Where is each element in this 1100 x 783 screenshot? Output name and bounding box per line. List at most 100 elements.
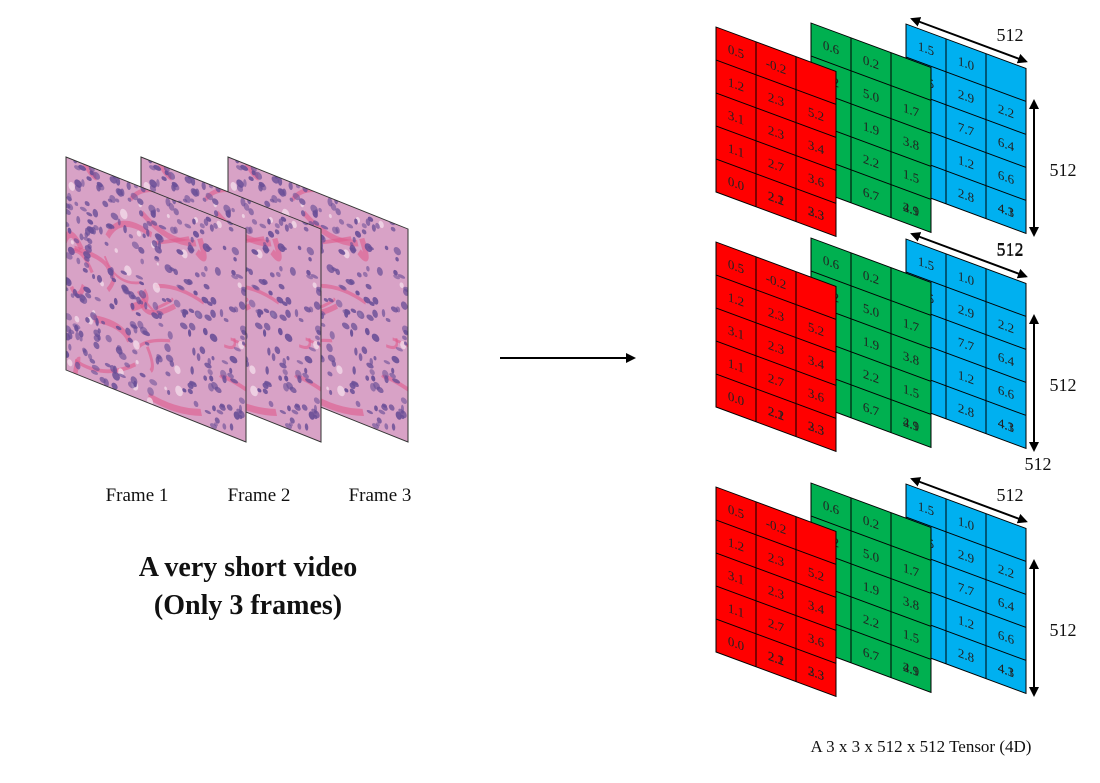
tensor-cell-value: 1.1 (728, 600, 744, 621)
tensor-cell-value: 1.2 (958, 612, 974, 633)
video-title-line-2: (Only 3 frames) (154, 590, 342, 621)
tensor-cell-value: 3.8 (903, 593, 920, 614)
tensor-cell-value: 2.1 (903, 199, 919, 220)
tensor-cell-value: 4.9 (903, 659, 920, 680)
tensor-cell-value: 3.1 (728, 107, 744, 128)
tensor-cell-value: 4.3 (998, 660, 1015, 681)
tensor-cell-value: 2.7 (768, 370, 785, 391)
tensor-cell-value: 2.3 (808, 418, 825, 439)
tensor-cell-value: 2.3 (768, 304, 785, 325)
tensor-cell-value: 2.3 (768, 337, 785, 358)
tensor-stack-3: 1.51.01.52.92.27.76.41.26.62.84.34.10.60… (715, 477, 1077, 698)
tensor-cell-value: 2.3 (768, 549, 785, 570)
green-channel-grid: 0.60.21.25.01.71.93.82.21.56.72.14.9 (810, 237, 932, 449)
tensor-cell-value: 3.3 (808, 203, 825, 224)
tensor-cell-value: 6.7 (863, 184, 880, 205)
tensor-cell-value: 0.5 (728, 41, 745, 62)
tensor-cell-value: 1.7 (903, 100, 920, 121)
tensor-cell-value: 2.9 (958, 546, 975, 567)
blue-channel-grid: 1.51.01.52.92.27.76.41.26.62.84.34.1 (905, 483, 1027, 695)
tensor-cell-value: 1.2 (728, 289, 744, 310)
tensor-cell-value: 2.1 (903, 659, 919, 680)
frame-1-image (63, 138, 293, 465)
tensor-cell-value: 0.2 (863, 267, 879, 288)
tensor-cell-value: 3.8 (903, 348, 920, 369)
tensor-cell-value: 0.2 (863, 512, 879, 533)
tensor-cell-value: 2.7 (768, 615, 785, 636)
tensor-cell-value: 7.7 (958, 334, 975, 355)
tensor-cell-value: 2.3 (808, 203, 825, 224)
tensor-cell-value: 2.2 (998, 316, 1014, 337)
tensor-cell-value: 2.1 (903, 414, 919, 435)
tensor-cell-value: 2.3 (768, 582, 785, 603)
tensor-cell-value: 2.2 (768, 648, 784, 669)
tensor-cell-value: 2.2 (768, 403, 784, 424)
tensor-cell-value: 2.7 (768, 155, 785, 176)
tensor-cell-value: 2.3 (808, 663, 825, 684)
tensor-cell-value: 3.4 (808, 352, 825, 373)
tensor-cell-value: 5.2 (808, 319, 824, 340)
tensor-cell-value: 2.2 (998, 561, 1014, 582)
tensor-cell-value: 1.7 (903, 315, 920, 336)
tensor-cell-value: 2.8 (958, 400, 975, 421)
tensor-cell-value: 2.9 (958, 86, 975, 107)
tensor-cell-value: 1.5 (903, 381, 920, 402)
tensor-cell-value: 2.8 (958, 185, 975, 206)
tensor-cell-value: 0.6 (823, 37, 840, 58)
tensor-cell-value: 3.3 (808, 663, 825, 684)
tensor-cell-value: 1.2 (958, 152, 974, 173)
tensor-cell-value: 2.1 (768, 188, 784, 209)
width-dimension-arrow (910, 477, 1028, 524)
tensor-cell-value: 3.8 (903, 133, 920, 154)
tensor-cell-value: 2.8 (958, 645, 975, 666)
blue-channel-grid: 1.51.01.52.92.27.76.41.26.62.84.34.1 (905, 238, 1027, 450)
width-dimension-arrow (910, 17, 1028, 64)
frame-label-1: Frame 1 (106, 485, 169, 506)
tensor-cell-value: 2.1 (768, 648, 784, 669)
tensor-cell-value: 6.7 (863, 399, 880, 420)
tensor-cell-value: 6.7 (863, 644, 880, 665)
red-channel-grid: 0.5-0.21.22.35.23.12.33.41.12.73.60.02.2… (715, 26, 837, 238)
tensor-cell-value: 7.7 (958, 579, 975, 600)
tensor-cell-value: 1.1 (728, 140, 744, 161)
tensor-cell-value: 1.9 (863, 333, 880, 354)
tensor-cell-value: 0.0 (728, 388, 745, 409)
tensor-cell-value: 5.2 (808, 564, 824, 585)
tensor-cell-value: 4.3 (998, 415, 1015, 436)
tensor-cell-value: 1.1 (728, 355, 744, 376)
tensor-cell-value: 3.1 (728, 322, 744, 343)
video-frames (63, 138, 455, 465)
tensor-cell-value: 2.1 (768, 403, 784, 424)
tensor-cell-value: 2.9 (958, 301, 975, 322)
width-dimension-label: 512 (997, 25, 1024, 45)
tensor-cell-value: 4.1 (998, 200, 1014, 221)
tensor-cell-value: 5.2 (808, 104, 824, 125)
tensor-stack-1: 1.51.01.52.92.27.76.41.26.62.84.34.10.60… (715, 17, 1077, 259)
tensor-cell-value: 1.2 (958, 367, 974, 388)
tensor-cell-value: 2.2 (998, 101, 1014, 122)
tensor-cell-value: 0.5 (728, 256, 745, 277)
tensor-cell-value: 4.1 (998, 660, 1014, 681)
tensor-stacks: 1.51.01.52.92.27.76.41.26.62.84.34.10.60… (715, 17, 1077, 698)
tensor-cell-value: 7.7 (958, 119, 975, 140)
tensor-cell-value: 6.6 (998, 382, 1015, 403)
tensor-cell-value: 6.4 (998, 134, 1015, 155)
frame-label-3: Frame 3 (349, 485, 412, 506)
tensor-cell-value: 1.5 (903, 166, 920, 187)
tensor-cell-value: 3.6 (808, 385, 825, 406)
tensor-cell-value: 0.5 (728, 501, 745, 522)
height-dimension-label: 512 (1050, 375, 1077, 395)
tensor-cell-value: 4.1 (998, 415, 1014, 436)
red-channel-grid: 0.5-0.21.22.35.23.12.33.41.12.73.60.02.2… (715, 486, 837, 698)
green-channel-grid: 0.60.21.25.01.71.93.82.21.56.72.14.9 (810, 482, 932, 694)
tensor-cell-value: 1.9 (863, 578, 880, 599)
tensor-cell-value: 6.4 (998, 349, 1015, 370)
tensor-cell-value: 1.5 (903, 626, 920, 647)
tensor-cell-value: 2.2 (863, 151, 879, 172)
tensor-cell-value: 0.0 (728, 173, 745, 194)
width-dimension-label: 512 (997, 485, 1024, 505)
tensor-cell-value: 2.3 (768, 89, 785, 110)
tensor-cell-value: 5.0 (863, 545, 880, 566)
tensor-cell-value: 4.3 (998, 200, 1015, 221)
